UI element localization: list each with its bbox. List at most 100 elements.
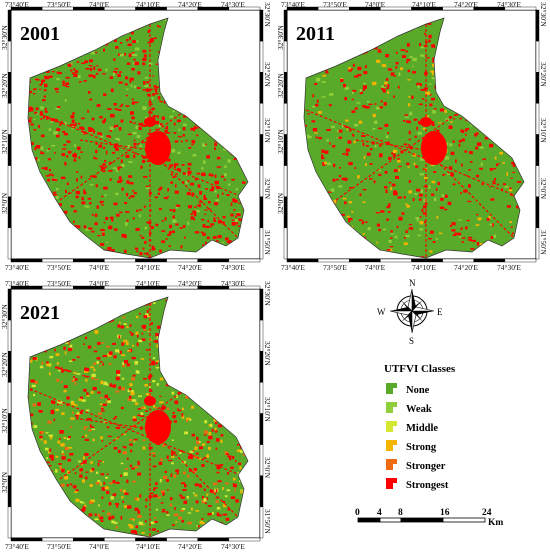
raster-patch	[381, 64, 387, 67]
raster-patch	[139, 312, 141, 315]
raster-patch	[95, 149, 98, 154]
raster-patch	[73, 403, 76, 406]
raster-patch	[489, 143, 494, 148]
raster-patch	[126, 479, 129, 483]
raster-patch	[417, 234, 421, 237]
raster-patch	[222, 513, 227, 516]
raster-patch	[141, 141, 146, 144]
raster-patch	[120, 164, 125, 167]
top-tick-label: 74°30'E	[221, 279, 245, 288]
raster-patch	[122, 445, 125, 448]
raster-patch	[203, 194, 206, 198]
raster-patch	[189, 450, 194, 453]
raster-patch	[100, 342, 105, 344]
raster-patch	[155, 89, 158, 93]
raster-patch	[89, 98, 93, 101]
raster-patch	[41, 167, 45, 169]
raster-patch	[56, 362, 59, 365]
raster-patch	[198, 446, 203, 450]
raster-patch	[143, 252, 149, 255]
raster-patch	[216, 156, 221, 160]
raster-patch	[90, 67, 93, 72]
raster-patch	[137, 370, 140, 374]
raster-patch	[188, 147, 192, 149]
raster-patch	[220, 434, 224, 437]
raster-patch	[60, 404, 63, 406]
raster-patch	[412, 65, 414, 68]
frame-tick-top	[504, 6, 537, 11]
raster-patch	[150, 38, 154, 40]
raster-patch	[215, 489, 218, 493]
raster-patch	[59, 437, 61, 440]
raster-patch	[124, 234, 127, 239]
raster-patch	[460, 192, 462, 194]
raster-patch	[140, 415, 145, 417]
raster-patch	[132, 122, 136, 124]
raster-patch	[119, 488, 122, 492]
raster-patch	[401, 55, 407, 58]
road-line	[355, 139, 427, 151]
raster-patch	[235, 188, 238, 191]
raster-patch	[424, 220, 426, 224]
raster-patch	[70, 417, 75, 420]
raster-patch	[119, 42, 123, 44]
raster-patch	[441, 194, 445, 197]
city-core	[421, 131, 447, 165]
raster-patch	[115, 390, 120, 393]
raster-patch	[95, 482, 100, 485]
raster-patch	[31, 142, 34, 145]
raster-patch	[75, 195, 79, 199]
legend-swatch	[386, 421, 397, 432]
raster-patch	[117, 168, 120, 171]
raster-patch	[69, 483, 73, 486]
raster-patch	[115, 192, 119, 196]
raster-patch	[141, 236, 145, 239]
raster-patch	[154, 407, 158, 409]
raster-patch	[516, 181, 522, 183]
raster-patch	[458, 139, 462, 143]
raster-patch	[76, 356, 80, 358]
raster-patch	[129, 388, 132, 391]
raster-patch	[178, 452, 182, 454]
raster-patch	[96, 72, 99, 75]
raster-patch	[461, 237, 466, 239]
raster-patch	[365, 163, 367, 166]
raster-patch	[122, 341, 125, 344]
raster-patch	[108, 162, 113, 164]
raster-patch	[492, 182, 496, 185]
raster-patch	[232, 199, 236, 203]
bottom-tick-label: 73°50'E	[47, 542, 71, 549]
raster-patch	[155, 63, 159, 65]
raster-patch	[214, 147, 216, 151]
raster-patch	[108, 363, 112, 366]
raster-patch	[116, 213, 120, 217]
right-tick-label: 32°30'N	[263, 2, 270, 27]
raster-patch	[69, 344, 73, 348]
raster-patch	[154, 92, 159, 95]
raster-patch	[219, 464, 224, 466]
raster-patch	[73, 378, 76, 381]
raster-patch	[330, 188, 335, 192]
raster-patch	[34, 112, 36, 114]
raster-patch	[141, 324, 147, 329]
raster-patch	[362, 85, 367, 89]
raster-patch	[195, 500, 199, 504]
raster-patch	[468, 184, 471, 188]
raster-patch	[393, 95, 395, 98]
raster-patch	[159, 100, 161, 102]
raster-patch	[400, 67, 404, 71]
raster-patch	[63, 144, 67, 146]
raster-patch	[89, 500, 94, 504]
frame-tick-right	[535, 9, 540, 42]
raster-patch	[201, 172, 206, 177]
raster-patch	[214, 174, 217, 178]
raster-patch	[403, 236, 406, 239]
raster-patch	[412, 71, 417, 74]
raster-patch	[221, 192, 224, 195]
raster-patch	[432, 165, 435, 167]
raster-patch	[126, 39, 129, 42]
raster-patch	[129, 383, 133, 387]
raster-patch	[201, 218, 205, 221]
raster-patch	[159, 377, 164, 381]
raster-patch	[458, 236, 462, 238]
